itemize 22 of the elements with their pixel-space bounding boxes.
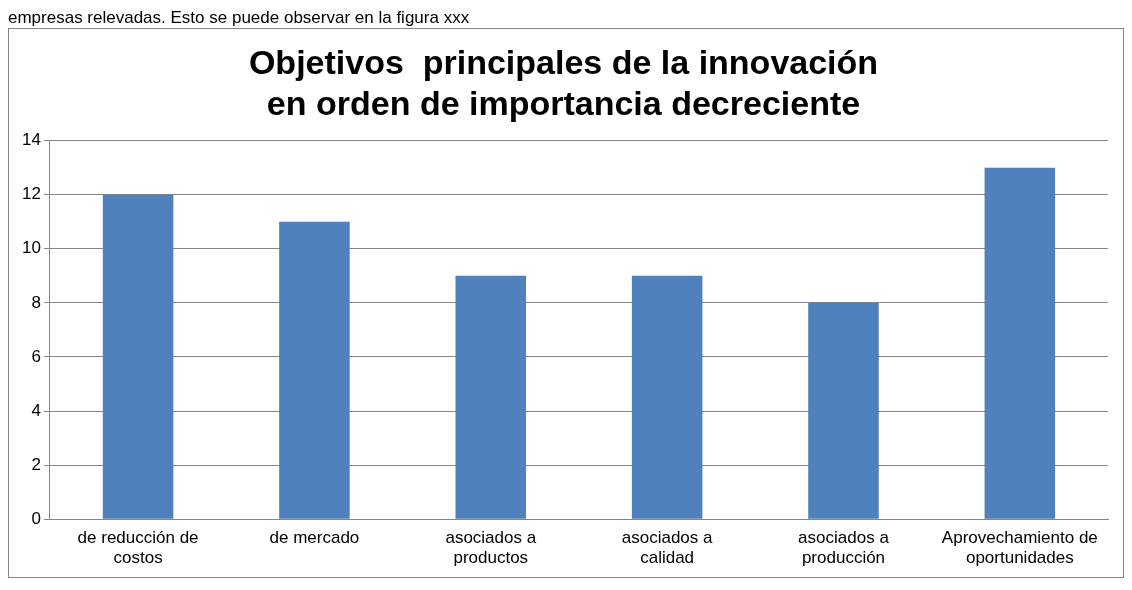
chart-title: Objetivos principales de la innovación en orden de importancia decreciente bbox=[248, 42, 879, 122]
x-tick-label: de mercado bbox=[269, 528, 360, 548]
bar bbox=[455, 275, 527, 519]
x-tick-label: asociados a calidad bbox=[621, 528, 714, 568]
bar bbox=[984, 167, 1056, 519]
x-tick-label: de reducción de costos bbox=[77, 528, 199, 568]
y-tick-label: 8 bbox=[31, 292, 41, 312]
y-tick-label: 14 bbox=[21, 130, 41, 150]
bar bbox=[808, 302, 879, 519]
y-tick-label: 4 bbox=[31, 400, 41, 420]
x-tick-label: asociados a productos bbox=[445, 528, 537, 568]
bar bbox=[631, 275, 703, 519]
y-tick-label: 0 bbox=[31, 508, 41, 528]
y-tick-label: 12 bbox=[21, 184, 41, 204]
y-tick-label: 10 bbox=[21, 238, 41, 258]
y-tick-label: 2 bbox=[31, 454, 41, 474]
text: empresas relevadas. Esto se puede observar en la figura xxx bbox=[8, 8, 471, 28]
y-tick-label: 6 bbox=[31, 346, 41, 366]
x-tick-label: asociados a producción bbox=[798, 528, 890, 568]
bar bbox=[102, 194, 174, 519]
x-tick-label: Aprovechamiento de oportunidades bbox=[941, 528, 1098, 568]
bar bbox=[279, 221, 350, 519]
